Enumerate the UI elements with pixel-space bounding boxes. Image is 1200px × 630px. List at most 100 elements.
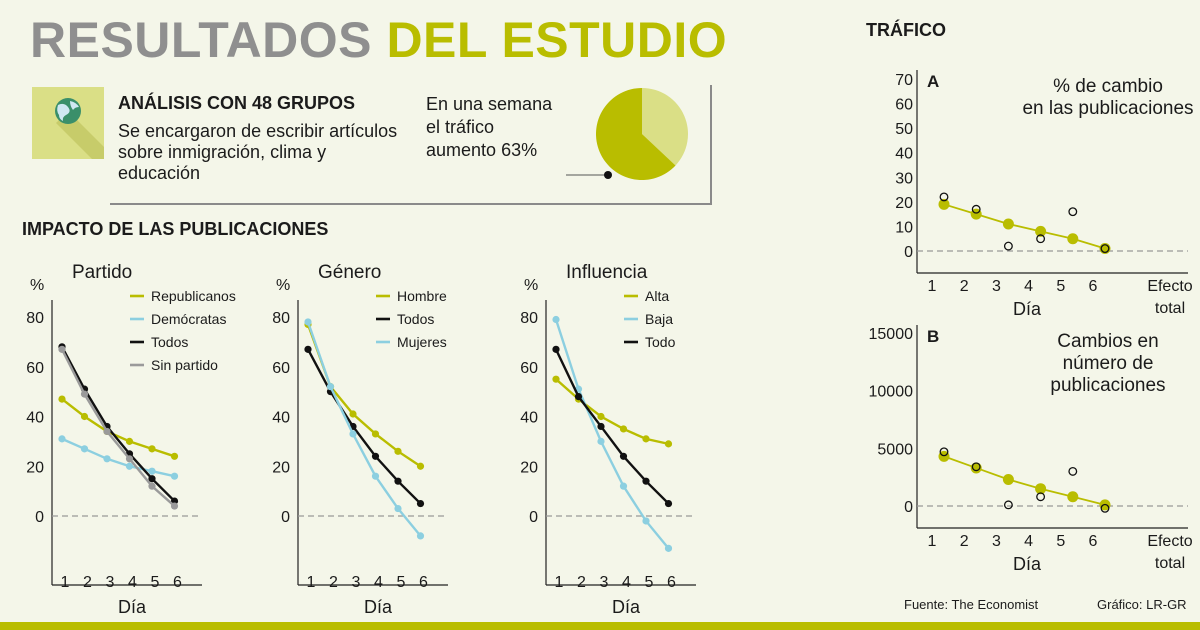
panelA-xlabel: Día [1013,299,1042,319]
partido-point-0-0 [58,395,66,403]
influencia-point-2-3 [619,452,628,460]
panelA-observed-point-5 [1100,244,1110,253]
influencia-xtick-6: 6 [667,574,676,591]
panelB-observed-point-0 [939,447,949,457]
influencia-series-line-2 [554,348,670,505]
impact-title: IMPACTO DE LAS PUBLICACIONES [22,219,329,239]
genero-point-2-2 [349,430,357,438]
influencia-series-line-1 [554,319,670,550]
genero-point-0-3 [371,430,380,438]
influencia-point-1-5 [664,544,673,552]
genero-ylabel: % [276,277,290,294]
influencia-xtick-3: 3 [600,574,609,591]
panelB-xtick-6: 6 [1089,533,1098,550]
influencia-xlabel: Día [612,597,641,617]
panelA-observed-point-0 [939,192,949,202]
genero-legend-label-2: Mujeres [397,334,447,350]
credit-label: Gráfico: LR-GR [1097,597,1187,612]
partido-legend-label-2: Todos [151,334,188,350]
panelA-ytick-30: 30 [895,170,913,187]
traffic-text: En una semana el tráfico aumento 63% [426,93,566,162]
page-title: RESULTADOS DEL ESTUDIO [30,10,727,70]
traffic-value: 63% [501,140,538,160]
partido-point-1-2 [103,455,111,463]
genero-xtick-3: 3 [352,574,361,591]
influencia-ylabel: % [524,277,538,294]
panelA-ytick-0: 0 [904,244,913,261]
influencia-point-2-1 [574,393,583,401]
panelA-xtick-6: 6 [1089,278,1098,295]
panelB-ytick-0: 0 [904,499,913,516]
genero-legend-label-1: Todos [397,311,434,327]
influencia-ytick-0: 0 [529,509,538,526]
partido-point-3-5 [170,502,179,510]
genero-point-2-5 [416,532,425,540]
pie-slice-aumento [595,88,676,180]
partido-title: Partido [72,262,132,283]
panelB-panel-letter: B [927,327,939,346]
panelA-ytick-60: 60 [895,97,913,114]
partido-point-0-4 [148,445,156,453]
partido-point-0-1 [80,412,89,421]
partido-xtick-5: 5 [151,574,160,591]
influencia-point-1-3 [619,482,628,490]
influencia-ytick-40: 40 [520,410,538,427]
partido-xtick-4: 4 [128,574,137,591]
panelB-xtick-total: total [1155,555,1185,572]
genero-ytick-0: 0 [281,509,290,526]
influencia-xtick-5: 5 [645,574,654,591]
panelB-xtick-efecto: Efecto [1147,533,1192,550]
influencia-ytick-80: 80 [520,310,538,327]
genero-xtick-2: 2 [329,574,338,591]
influencia-legend-label-2: Todo [645,334,676,350]
pie-leader-dot [604,171,612,179]
genero-ytick-80: 80 [272,310,290,327]
influencia-point-1-0 [552,315,560,324]
influencia-legend-label-1: Baja [645,311,673,327]
panelA-estimate-point-3 [1035,225,1047,237]
panelB-estimate-point-2 [1002,473,1014,485]
influencia-point-2-0 [552,345,560,353]
genero-point-0-2 [349,410,357,418]
partido-point-3-1 [80,390,89,398]
genero-point-2-0 [304,318,312,326]
genero-point-1-0 [304,345,312,353]
genero-xtick-4: 4 [374,574,383,591]
partido-point-0-5 [170,452,179,460]
panelA-ytick-40: 40 [895,146,913,163]
panelA-xtick-4: 4 [1024,278,1033,295]
partido-ytick-0: 0 [35,509,44,526]
panelB-estimate-point-1 [970,462,982,474]
panelB-ytick-10000: 10000 [869,384,914,401]
panelA-xtick-3: 3 [992,278,1001,295]
influencia-point-0-5 [664,440,673,448]
genero-title: Género [318,262,381,283]
partido-xlabel: Día [118,597,147,617]
pie-slice-resto [642,88,688,166]
genero-xtick-5: 5 [397,574,406,591]
title-part-1: RESULTADOS [30,12,373,68]
panelA-xtick-5: 5 [1056,278,1065,295]
influencia-point-0-3 [619,425,628,433]
genero-ytick-60: 60 [272,360,290,377]
partido-legend-label-3: Sin partido [151,357,218,373]
partido-point-2-4 [148,475,156,483]
bottom-bar [0,622,1200,630]
genero-point-1-4 [394,477,402,485]
partido-ytick-20: 20 [26,459,44,476]
influencia-title: Influencia [566,262,648,283]
genero-point-2-1 [326,383,335,391]
influencia-point-2-5 [664,499,673,508]
partido-point-3-3 [125,455,134,463]
influencia-legend-label-0: Alta [645,288,669,304]
influencia-point-0-4 [642,435,650,443]
panelA-observed-point-1 [971,204,981,214]
influencia-point-2-2 [597,422,605,431]
panelA-estimate-point-2 [1002,218,1014,230]
partido-ylabel: % [30,277,44,294]
genero-xtick-6: 6 [419,574,428,591]
genero-ytick-40: 40 [272,410,290,427]
panelA-xtick-total: total [1155,300,1185,317]
genero-point-2-4 [394,504,402,513]
partido-point-1-3 [125,462,134,470]
